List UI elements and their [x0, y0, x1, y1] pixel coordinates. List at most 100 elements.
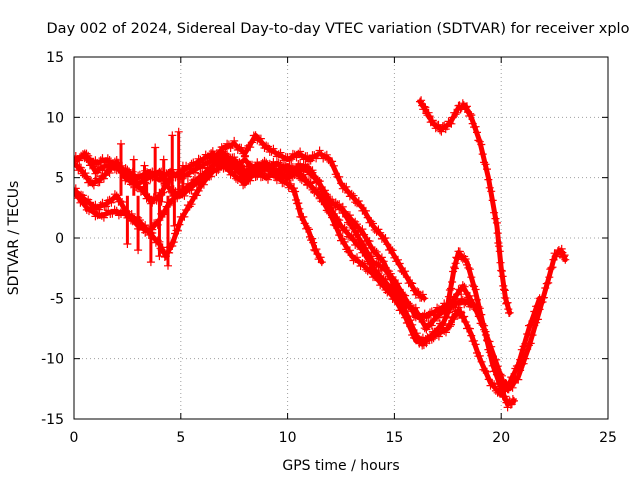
plus-marker — [498, 386, 507, 395]
plus-marker — [377, 253, 386, 262]
plus-marker — [264, 175, 272, 184]
plus-marker — [361, 206, 370, 215]
plus-marker — [374, 225, 383, 234]
plus-marker — [170, 221, 179, 230]
plus-marker — [260, 156, 269, 165]
plus-marker — [483, 165, 491, 174]
plus-marker — [207, 172, 216, 181]
plus-marker — [354, 197, 363, 205]
plus-marker — [337, 204, 345, 213]
plus-marker — [253, 169, 262, 178]
plus-marker — [514, 375, 523, 384]
plus-marker — [296, 147, 305, 156]
plus-marker — [116, 197, 125, 206]
plus-marker — [533, 301, 542, 310]
plus-marker — [232, 174, 240, 183]
plus-marker — [376, 228, 385, 237]
plus-marker — [174, 127, 183, 136]
plus-marker — [335, 216, 344, 225]
plus-marker — [434, 313, 443, 322]
plus-marker — [299, 170, 308, 179]
plus-marker — [427, 335, 436, 344]
plus-marker — [212, 168, 221, 176]
plus-marker — [483, 367, 491, 376]
plus-marker — [483, 336, 491, 345]
plus-marker — [442, 328, 450, 337]
plus-marker — [329, 201, 338, 210]
plus-marker — [230, 136, 239, 145]
plus-marker — [379, 279, 388, 288]
plus-marker — [80, 198, 89, 207]
plus-marker — [461, 318, 470, 326]
plus-marker — [485, 183, 494, 192]
plus-marker — [239, 149, 248, 158]
plus-marker — [450, 303, 459, 312]
plus-marker — [201, 157, 210, 166]
plus-marker — [429, 334, 438, 343]
plus-marker — [303, 223, 312, 232]
plus-marker — [344, 247, 353, 256]
plus-marker — [369, 219, 377, 228]
plus-marker — [512, 362, 521, 370]
plus-marker — [77, 163, 86, 172]
plus-marker — [328, 157, 337, 166]
plus-marker — [296, 159, 305, 168]
plus-marker — [361, 265, 370, 274]
plus-marker — [305, 225, 313, 234]
plus-marker — [94, 205, 103, 214]
plus-marker — [141, 221, 150, 230]
plus-marker — [308, 234, 317, 243]
plus-marker — [246, 143, 255, 152]
plus-marker — [399, 296, 408, 305]
plus-marker — [374, 254, 383, 263]
plus-marker — [313, 175, 322, 184]
plus-marker — [326, 207, 335, 215]
plus-marker — [372, 271, 381, 280]
y-axis-label: SDTVAR / TECUs — [6, 181, 22, 296]
plus-marker — [383, 240, 392, 249]
plus-marker — [497, 382, 506, 391]
plus-marker — [420, 324, 429, 333]
plus-marker — [142, 179, 151, 188]
plus-marker — [351, 255, 360, 263]
plus-marker — [89, 181, 98, 190]
plus-marker — [517, 345, 526, 354]
plus-marker — [363, 213, 372, 222]
plus-marker — [411, 303, 420, 312]
plus-marker — [498, 272, 507, 281]
series-track-6 — [208, 131, 429, 303]
plus-marker — [291, 187, 300, 196]
plus-marker — [248, 138, 256, 147]
plus-marker — [353, 253, 361, 262]
x-axis-label: GPS time / hours — [282, 458, 399, 474]
plus-marker — [514, 363, 523, 372]
plus-marker — [473, 295, 481, 304]
x-tick-label: 0 — [70, 430, 79, 446]
plus-marker — [262, 141, 271, 150]
plus-marker — [110, 190, 119, 199]
plus-marker — [502, 383, 511, 391]
plus-marker — [98, 166, 107, 175]
plus-marker — [287, 169, 296, 178]
plus-marker — [312, 185, 321, 194]
plus-marker — [305, 157, 313, 166]
plus-marker — [342, 212, 351, 221]
plus-marker — [379, 257, 388, 266]
plus-marker — [370, 262, 379, 271]
plus-marker — [394, 300, 402, 309]
plus-marker — [182, 206, 191, 214]
plus-marker — [303, 152, 312, 160]
plus-marker — [445, 322, 454, 331]
plus-marker — [414, 288, 423, 297]
plus-marker — [444, 292, 453, 301]
plus-marker — [456, 105, 465, 114]
plus-marker — [447, 119, 456, 128]
plus-marker — [297, 171, 306, 180]
plus-marker — [169, 238, 178, 247]
plus-marker — [223, 139, 232, 148]
plus-marker — [198, 164, 207, 172]
plus-marker — [262, 160, 271, 169]
plus-marker — [109, 160, 118, 169]
plus-marker — [244, 141, 253, 150]
y-tick-label: -15 — [41, 412, 64, 428]
